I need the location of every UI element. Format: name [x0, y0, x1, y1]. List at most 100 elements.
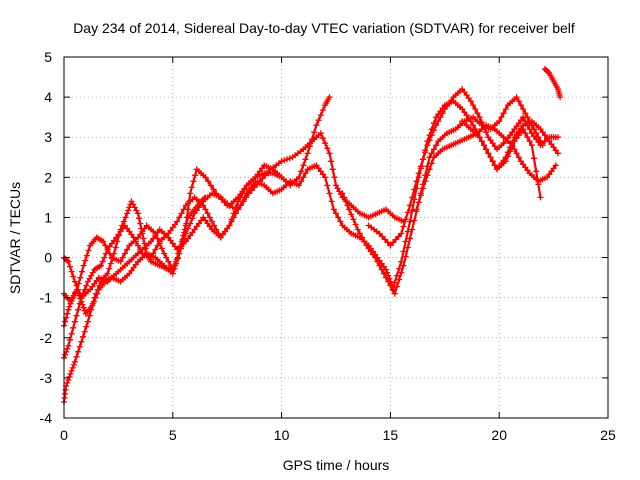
plus-marker [520, 114, 527, 121]
plus-marker [389, 286, 396, 293]
plus-marker [491, 143, 498, 150]
plus-marker [339, 190, 346, 197]
plus-marker [467, 98, 474, 105]
x-tick-label: 5 [169, 427, 177, 443]
plus-marker [126, 204, 133, 211]
plus-marker [304, 150, 311, 157]
plus-marker [174, 218, 181, 225]
plus-marker [200, 214, 207, 221]
plus-marker [64, 310, 71, 317]
plus-marker [101, 254, 108, 261]
y-tick-label: -1 [40, 290, 53, 306]
series-track-4 [61, 94, 333, 305]
plus-marker [383, 274, 389, 281]
plus-marker [509, 143, 516, 150]
plus-marker [122, 214, 129, 221]
plus-marker [522, 110, 529, 117]
plus-marker [317, 130, 324, 137]
plus-marker [83, 282, 90, 289]
plus-marker [520, 126, 527, 133]
plus-marker [187, 190, 194, 197]
plus-marker [192, 172, 199, 179]
plus-marker [83, 252, 90, 259]
plus-marker [89, 302, 96, 309]
plus-marker [206, 214, 213, 221]
plus-marker [400, 223, 407, 230]
plus-marker [350, 216, 357, 223]
plus-marker [374, 258, 381, 265]
plus-marker [396, 276, 403, 283]
plus-marker [407, 218, 413, 225]
plus-marker [120, 218, 127, 225]
plus-marker [390, 239, 397, 246]
plus-marker [281, 157, 288, 164]
plus-marker [426, 166, 433, 173]
plus-marker [330, 206, 337, 213]
plus-marker [80, 304, 87, 311]
plus-marker [117, 258, 124, 265]
series-track-8 [413, 122, 559, 213]
plus-marker [555, 134, 561, 141]
plus-marker [439, 110, 446, 117]
plus-marker [230, 214, 237, 221]
plus-marker [229, 204, 236, 211]
plus-marker [393, 272, 400, 279]
plus-marker [400, 248, 407, 255]
plus-marker [169, 266, 176, 273]
plus-marker [250, 181, 257, 188]
plus-marker [152, 246, 159, 253]
plus-marker [204, 210, 211, 217]
plus-marker [531, 155, 537, 162]
y-axis-title: SDTVAR / TECUs [7, 182, 23, 294]
plus-marker [437, 114, 444, 121]
plus-marker [335, 214, 342, 221]
plus-marker [73, 282, 80, 289]
plus-marker [398, 258, 405, 265]
plus-marker [376, 230, 383, 237]
plus-marker [161, 250, 168, 257]
plus-marker [298, 178, 305, 185]
plus-marker [189, 215, 196, 222]
plus-marker [324, 182, 331, 189]
plus-marker [81, 286, 88, 293]
plus-marker [99, 258, 106, 265]
plus-marker [124, 210, 131, 217]
plus-marker [135, 242, 141, 249]
plus-marker [86, 312, 93, 319]
plus-marker [370, 251, 376, 258]
plus-marker [422, 178, 429, 185]
series-track-9 [459, 118, 544, 201]
plus-marker [417, 192, 424, 199]
plus-marker [483, 146, 490, 153]
series-track-7 [365, 86, 561, 249]
plot-frame [63, 56, 609, 419]
plus-marker [232, 210, 239, 217]
plus-marker [500, 110, 507, 117]
y-tick-label: 4 [44, 89, 52, 105]
plus-marker [415, 170, 422, 177]
plus-marker [286, 155, 293, 162]
plus-marker [515, 98, 522, 105]
plus-marker [557, 94, 564, 101]
plus-marker [178, 210, 185, 217]
plus-marker [348, 211, 355, 218]
plus-marker [354, 226, 361, 233]
plus-marker [413, 178, 420, 185]
plus-marker [239, 198, 246, 205]
plus-marker [209, 218, 215, 225]
plus-marker [83, 323, 90, 330]
x-tick-label: 25 [600, 427, 616, 443]
plus-marker [467, 118, 474, 125]
plus-marker [98, 262, 104, 269]
plus-marker [300, 174, 307, 181]
chart-title: Day 234 of 2014, Sidereal Day-to-day VTE… [73, 20, 575, 36]
plus-marker [329, 166, 336, 173]
plus-marker [341, 194, 348, 201]
plus-marker [94, 290, 101, 297]
plus-marker [259, 175, 266, 182]
plus-marker [64, 345, 71, 352]
x-axis-tick-labels: 0 5 10 15 20 25 [60, 427, 616, 443]
y-tick-label: 5 [44, 49, 52, 65]
plus-marker [344, 202, 351, 209]
